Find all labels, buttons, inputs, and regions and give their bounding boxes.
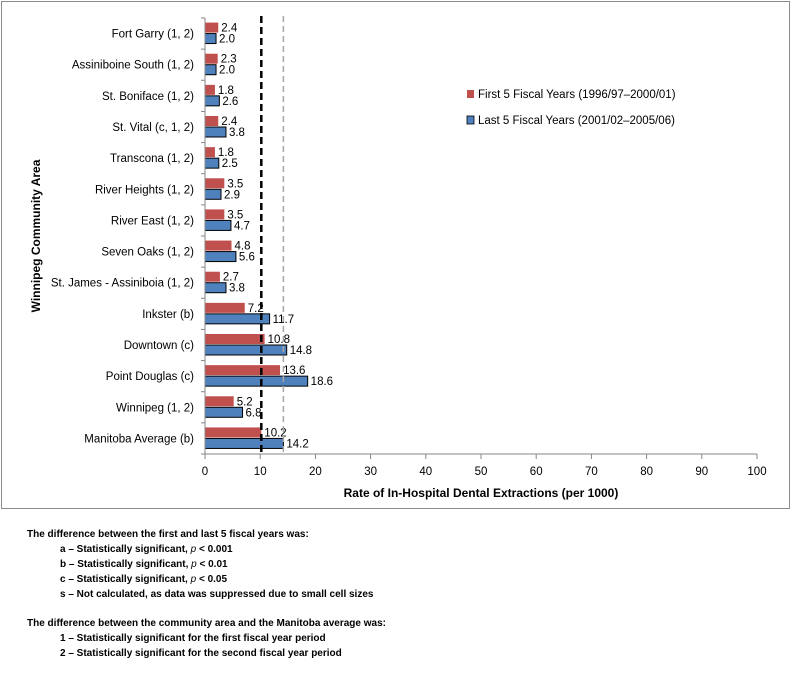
legend-label-last-period: Last 5 Fiscal Years (2001/02–2005/06)	[478, 115, 675, 127]
category-label: St. Vital (c, 1, 2)	[112, 122, 194, 134]
data-label-first-period: 2.4	[221, 23, 238, 35]
category-label: Point Douglas (c)	[106, 371, 194, 383]
data-label-first-period: 10.8	[268, 334, 290, 346]
category-label: River East (1, 2)	[111, 215, 194, 227]
bar-chart: 2.42.02.32.01.82.62.43.81.82.53.52.93.54…	[29, 16, 767, 500]
data-label-first-period: 13.6	[283, 365, 305, 377]
x-tick-label: 0	[202, 466, 208, 478]
notes-intro-average: The difference between the community are…	[27, 618, 386, 629]
x-tick-label: 20	[309, 466, 322, 478]
data-label-last-period: 2.0	[219, 34, 235, 46]
data-label-first-period: 5.2	[237, 396, 253, 408]
data-label-last-period: 2.5	[222, 158, 238, 170]
x-tick-label: 30	[364, 466, 377, 478]
x-tick-label: 40	[419, 466, 432, 478]
x-tick-label: 80	[640, 466, 653, 478]
x-tick-label: 10	[254, 466, 267, 478]
category-label: Assiniboine South (1, 2)	[72, 60, 194, 72]
category-label: St. Boniface (1, 2)	[102, 91, 194, 103]
data-label-first-period: 2.3	[221, 54, 237, 66]
data-label-first-period: 1.8	[218, 85, 234, 97]
category-label: Winnipeg (1, 2)	[116, 402, 194, 414]
bar-first-period	[205, 53, 218, 64]
bar-last-period	[204, 157, 220, 169]
category-label: St. James - Assiniboia (1, 2)	[51, 278, 194, 290]
bar-first-period	[205, 427, 262, 438]
data-label-last-period: 5.6	[239, 252, 255, 264]
bar-last-period	[204, 64, 217, 76]
bar-first-period	[205, 302, 245, 313]
bar-first-period	[205, 178, 225, 189]
data-label-first-period: 1.8	[218, 147, 234, 159]
note-1: 1 – Statistically significant for the fi…	[60, 633, 326, 644]
footnotes: The difference between the first and las…	[27, 527, 767, 661]
bar-first-period	[205, 365, 281, 376]
bar-first-period	[205, 240, 232, 251]
x-tick-label: 90	[695, 466, 708, 478]
bar-last-period	[204, 437, 284, 449]
x-tick-label: 60	[530, 466, 543, 478]
bar-last-period	[204, 33, 217, 45]
category-label: Transcona (1, 2)	[110, 153, 194, 165]
data-label-first-period: 3.5	[227, 209, 243, 221]
data-label-last-period: 14.2	[286, 438, 308, 450]
bar-last-period	[204, 406, 244, 418]
x-axis-title: Rate of In-Hospital Dental Extractions (…	[344, 486, 619, 500]
data-label-last-period: 14.8	[290, 345, 312, 357]
note-b: b – Statistically significant, p < 0.01	[60, 559, 228, 570]
data-label-last-period: 2.0	[219, 65, 235, 77]
chart-area: 2.4 2.0 2.3 2.0 1.8 2.6 2.4 3.8 1.8 2.5 3.5 2.9 3.5 4…	[1, 1, 790, 509]
legend-label-first-period: First 5 Fiscal Years (1996/97–2000/01)	[478, 89, 676, 101]
data-label-first-period: 4.8	[234, 241, 250, 253]
x-tick-label: 50	[475, 466, 488, 478]
bar-first-period	[205, 22, 219, 33]
bar-last-period	[204, 126, 227, 138]
data-label-last-period: 3.8	[229, 127, 245, 139]
note-2: 2 – Statistically significant for the se…	[60, 648, 342, 659]
note-a: a – Statistically significant, p < 0.001	[60, 544, 233, 555]
data-label-last-period: 4.7	[234, 220, 250, 232]
data-label-last-period: 2.6	[222, 96, 238, 108]
bar-first-period	[205, 147, 215, 158]
data-label-last-period: 3.8	[229, 283, 245, 295]
bar-last-period	[204, 344, 288, 356]
category-label: Inkster (b)	[142, 309, 194, 321]
legend-swatch-first-period	[467, 90, 474, 98]
data-label-last-period: 18.6	[311, 376, 333, 388]
y-axis-title: Winnipeg Community Area	[29, 159, 43, 312]
data-label-last-period: 2.9	[224, 189, 240, 201]
bar-last-period	[204, 219, 232, 231]
bar-last-period	[204, 188, 222, 200]
bar-first-period	[205, 334, 265, 344]
bar-last-period	[204, 95, 220, 107]
data-label-last-period: 6.8	[246, 407, 262, 419]
category-label: Downtown (c)	[124, 340, 194, 352]
bar-first-period	[205, 396, 234, 407]
bar-last-period	[204, 251, 237, 263]
bar-last-period	[204, 375, 309, 387]
bar-first-period	[205, 209, 225, 220]
data-label-first-period: 7.2	[248, 303, 264, 315]
category-label: Seven Oaks (1, 2)	[101, 247, 194, 259]
x-tick-label: 100	[747, 466, 766, 478]
data-label-first-period: 2.4	[221, 116, 238, 128]
category-label: Manitoba Average (b)	[84, 433, 194, 445]
legend-swatch-last-period	[466, 115, 475, 125]
bar-first-period	[205, 116, 219, 126]
bar-last-period	[204, 282, 227, 294]
data-label-first-period: 2.7	[223, 272, 239, 284]
category-label: River Heights (1, 2)	[95, 184, 194, 196]
bar-first-period	[205, 271, 220, 282]
data-label-first-period: 3.5	[227, 178, 243, 190]
data-label-first-period: 10.2	[264, 427, 286, 439]
bar-last-period	[204, 313, 271, 325]
note-c: c – Statistically significant, p < 0.05	[60, 574, 228, 585]
note-s: s – Not calculated, as data was suppress…	[60, 589, 374, 600]
category-label: Fort Garry (1, 2)	[112, 29, 195, 41]
data-labels-group: 2.42.02.32.01.82.62.43.81.82.53.52.93.54…	[218, 23, 333, 451]
notes-intro-period: The difference between the first and las…	[27, 529, 309, 540]
x-tick-label: 70	[585, 466, 598, 478]
bar-first-period	[205, 84, 215, 95]
